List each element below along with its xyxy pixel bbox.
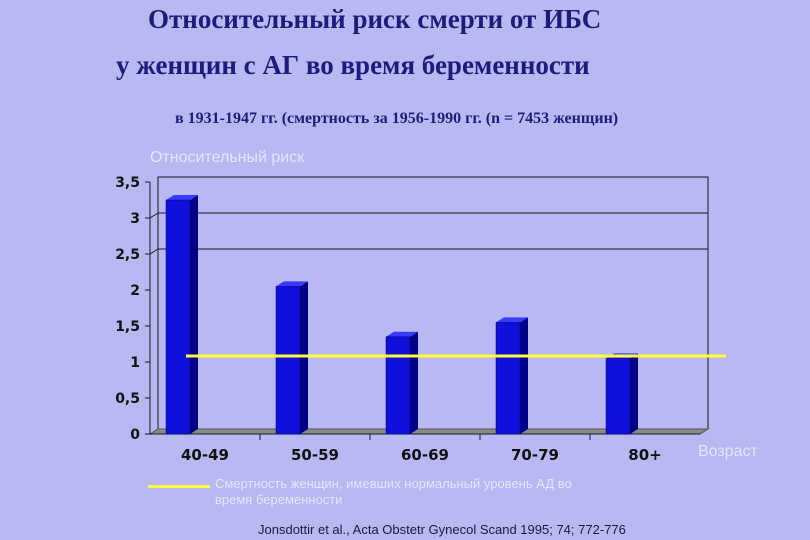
subtitle: в 1931-1947 гг. (смертность за 1956-1990… bbox=[175, 110, 619, 127]
bar-side bbox=[190, 195, 198, 434]
gridlines bbox=[149, 176, 709, 430]
bar-side bbox=[630, 353, 638, 434]
bar-front bbox=[275, 286, 301, 435]
y-tick-label: 1 bbox=[130, 355, 140, 371]
legend-line-swatch bbox=[148, 485, 210, 488]
bars bbox=[165, 195, 638, 435]
bar-70-79 bbox=[495, 317, 528, 435]
bar-50-59 bbox=[275, 281, 308, 435]
y-tick-labels: 0 0,5 1 1,5 2 2,5 3 3,5 bbox=[115, 175, 150, 443]
x-tick-label: 70-79 bbox=[511, 446, 559, 464]
bar-front bbox=[165, 199, 191, 435]
x-tick-label: 50-59 bbox=[291, 446, 339, 464]
y-tick-label: 0,5 bbox=[115, 391, 140, 407]
bar-front bbox=[495, 322, 521, 435]
legend-label: Смертность женщин, имевших нормальный ур… bbox=[215, 476, 572, 507]
bar-40-49 bbox=[165, 195, 198, 435]
bar-top bbox=[166, 195, 198, 200]
source-citation: Jonsdottir et al., Acta Obstetr Gynecol … bbox=[258, 522, 626, 537]
x-tick-label: 80+ bbox=[628, 446, 661, 464]
bar-80+ bbox=[605, 353, 638, 435]
title-line-2: у женщин с АГ во время беременности bbox=[116, 50, 590, 80]
y-tick-label: 3,5 bbox=[115, 175, 140, 191]
y-tick-label: 1,5 bbox=[115, 319, 140, 335]
bar-60-69 bbox=[385, 331, 418, 435]
title-line-1: Относительный риск смерти от ИБС bbox=[148, 4, 602, 34]
legend: Смертность женщин, имевших нормальный ур… bbox=[148, 476, 588, 512]
x-axis-label: Возраст bbox=[698, 443, 758, 460]
bar-side bbox=[520, 317, 528, 434]
y-tick-label: 0 bbox=[130, 427, 140, 443]
y-tick-label: 2,5 bbox=[115, 247, 140, 263]
x-tick-label: 60-69 bbox=[401, 446, 449, 464]
y-tick-label: 2 bbox=[130, 283, 140, 299]
gridline-side bbox=[149, 212, 159, 219]
x-tick-label: 40-49 bbox=[181, 446, 229, 464]
x-tick-labels: 40-49 50-59 60-69 70-79 80+ bbox=[181, 434, 662, 464]
y-tick-label: 3 bbox=[130, 211, 140, 227]
y-axis-label: Относительный риск bbox=[150, 149, 305, 166]
gridline-side bbox=[149, 248, 159, 255]
bar-top bbox=[276, 281, 308, 287]
bar-side bbox=[410, 331, 418, 434]
bar-top bbox=[496, 317, 528, 323]
bar-side bbox=[300, 281, 308, 434]
bar-top bbox=[386, 331, 418, 337]
bar-front bbox=[385, 336, 411, 435]
bar-front bbox=[605, 358, 631, 435]
